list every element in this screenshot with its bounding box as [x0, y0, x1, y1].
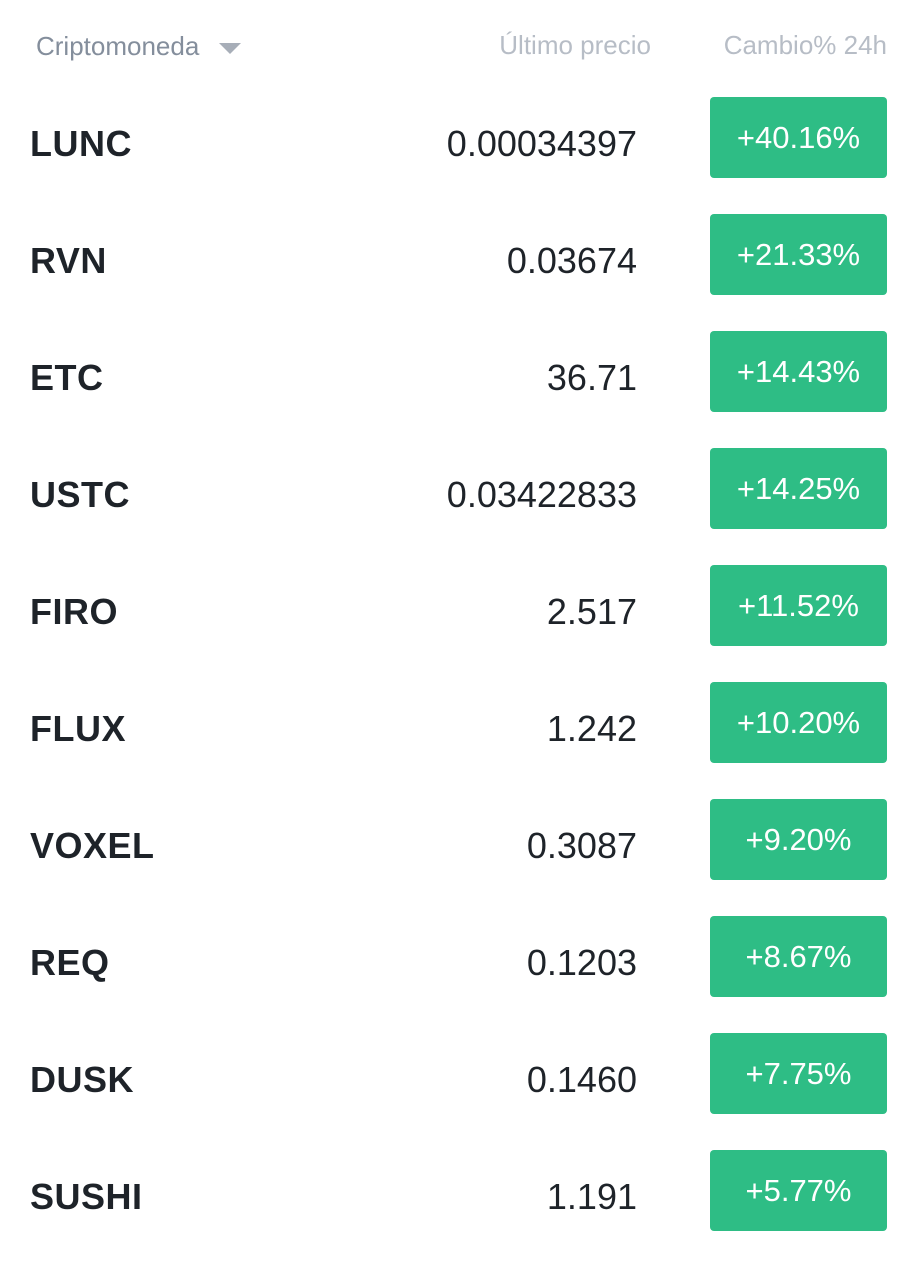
table-row[interactable]: USTC 0.03422833 +14.25%: [0, 436, 915, 553]
price-value: 1.191: [546, 1176, 637, 1217]
symbol-label: LUNC: [30, 123, 132, 164]
price-value: 0.00034397: [446, 123, 637, 164]
change-badge[interactable]: +10.20%: [710, 682, 887, 763]
symbol-label: FIRO: [30, 591, 118, 632]
change-badge[interactable]: +14.25%: [710, 448, 887, 529]
table-row[interactable]: VOXEL 0.3087 +9.20%: [0, 787, 915, 904]
table-row[interactable]: SUSHI 1.191 +5.77%: [0, 1138, 915, 1255]
price-value: 0.1460: [526, 1059, 637, 1100]
price-value: 0.03422833: [446, 474, 637, 515]
change-badge[interactable]: +9.20%: [710, 799, 887, 880]
change-badge[interactable]: +11.52%: [710, 565, 887, 646]
change-badge[interactable]: +40.16%: [710, 97, 887, 178]
sort-by-crypto-button[interactable]: Criptomoneda: [36, 28, 242, 64]
change-badge[interactable]: +7.75%: [710, 1033, 887, 1114]
change-column-label[interactable]: Cambio% 24h: [723, 30, 887, 60]
table-row[interactable]: FIRO 2.517 +11.52%: [0, 553, 915, 670]
price-value: 2.517: [546, 591, 637, 632]
table-row[interactable]: RVN 0.03674 +21.33%: [0, 202, 915, 319]
table-row[interactable]: LUNC 0.00034397 +40.16%: [0, 85, 915, 202]
table-row[interactable]: DUSK 0.1460 +7.75%: [0, 1021, 915, 1138]
caret-down-icon[interactable]: [219, 42, 242, 54]
table-row[interactable]: REQ 0.1203 +8.67%: [0, 904, 915, 1021]
change-badge[interactable]: +5.77%: [710, 1150, 887, 1231]
symbol-label: FLUX: [30, 708, 126, 749]
table-row[interactable]: FLUX 1.242 +10.20%: [0, 670, 915, 787]
symbol-label: ETC: [30, 357, 104, 398]
symbol-label: DUSK: [30, 1059, 135, 1100]
price-value: 1.242: [546, 708, 637, 749]
symbol-label: REQ: [30, 942, 110, 983]
symbol-label: SUSHI: [30, 1176, 143, 1217]
table-header: Criptomoneda Último precio Cambio% 24h: [0, 0, 915, 92]
change-badge[interactable]: +14.43%: [710, 331, 887, 412]
symbol-label: VOXEL: [30, 825, 155, 866]
change-badge[interactable]: +21.33%: [710, 214, 887, 295]
symbol-label: USTC: [30, 474, 130, 515]
crypto-column-label: Criptomoneda: [36, 30, 200, 61]
price-column-label[interactable]: Último precio: [499, 30, 651, 60]
price-value: 0.1203: [526, 942, 637, 983]
symbol-label: RVN: [30, 240, 107, 281]
price-value: 0.3087: [526, 825, 637, 866]
price-value: 0.03674: [506, 240, 637, 281]
change-badge[interactable]: +8.67%: [710, 916, 887, 997]
price-value: 36.71: [546, 357, 637, 398]
table-row[interactable]: ETC 36.71 +14.43%: [0, 319, 915, 436]
market-list: LUNC 0.00034397 +40.16% RVN 0.03674 +21.…: [0, 85, 915, 1255]
